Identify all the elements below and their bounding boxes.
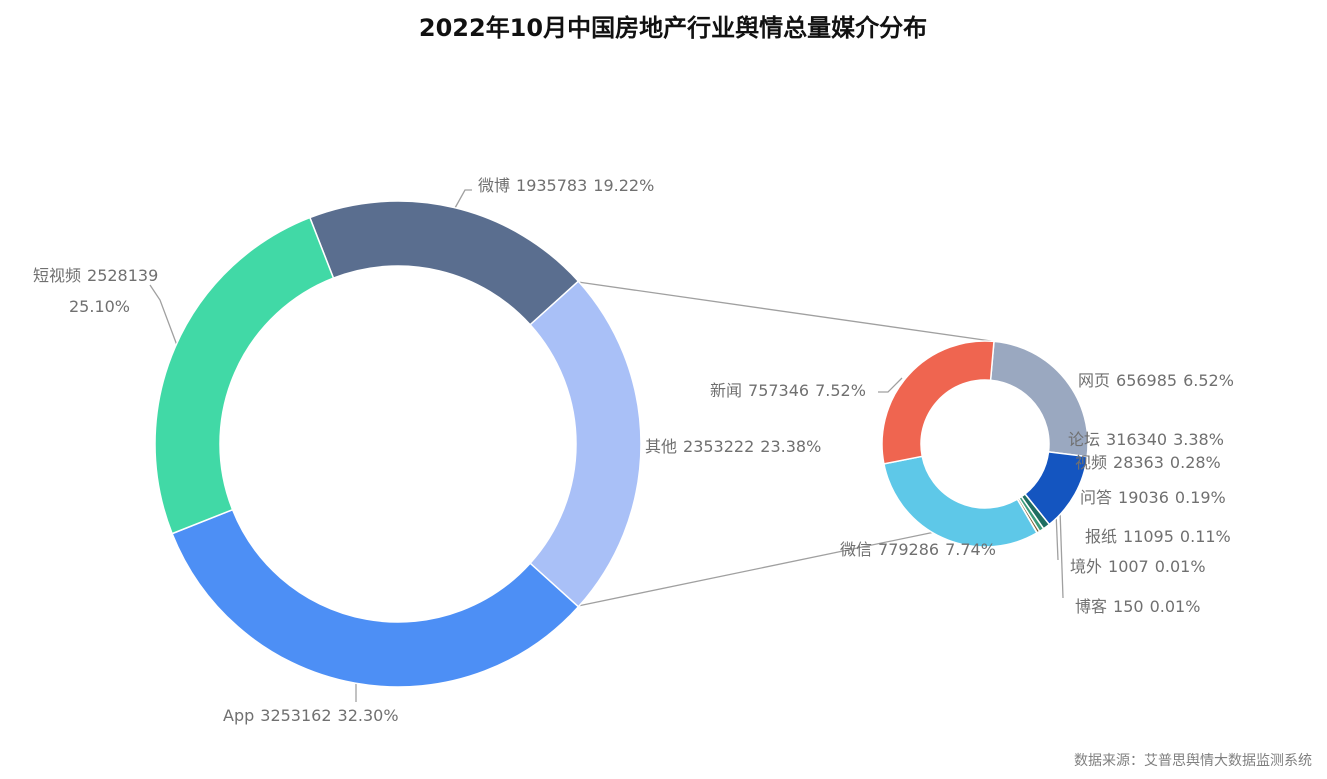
label-value: 3253162 bbox=[260, 706, 331, 725]
label-name: 视频 bbox=[1075, 453, 1107, 472]
label-name: 网页 bbox=[1078, 371, 1110, 390]
label-value: 11095 bbox=[1123, 527, 1174, 546]
data-label: 微博 1935783 19.22% bbox=[478, 176, 654, 195]
data-label: 其他 2353222 23.38% bbox=[645, 437, 821, 456]
leader bbox=[878, 377, 903, 393]
slice bbox=[883, 455, 1038, 548]
label-name: 论坛 bbox=[1068, 430, 1100, 449]
label-percent: 0.19% bbox=[1175, 488, 1226, 507]
label-value: 2528139 bbox=[87, 266, 158, 285]
slice bbox=[308, 200, 580, 326]
label-percent: 6.52% bbox=[1183, 371, 1234, 390]
label-value: 2353222 bbox=[683, 437, 754, 456]
label-name: 问答 bbox=[1080, 488, 1112, 507]
data-label: 报纸 11095 0.11% bbox=[1085, 527, 1231, 546]
source-note: 数据来源：艾普思舆情大数据监测系统 bbox=[1074, 753, 1312, 769]
data-label: 视频 28363 0.28% bbox=[1075, 453, 1221, 472]
label-percent: 0.11% bbox=[1180, 527, 1231, 546]
label-value: 28363 bbox=[1113, 453, 1164, 472]
connector bbox=[577, 281, 999, 343]
doughnut bbox=[881, 340, 1089, 548]
data-label: 微信 779286 7.74% bbox=[840, 540, 996, 559]
label-percent: 25.10% bbox=[69, 297, 130, 316]
label-value: 150 bbox=[1113, 597, 1144, 616]
data-label: 论坛 316340 3.38% bbox=[1068, 430, 1224, 449]
label-name: 微博 bbox=[478, 176, 510, 195]
label-value: 316340 bbox=[1106, 430, 1167, 449]
label-name: 短视频 bbox=[33, 266, 81, 285]
label-value: 1935783 bbox=[516, 176, 587, 195]
label-name: 新闻 bbox=[710, 381, 742, 400]
label-percent: 0.28% bbox=[1170, 453, 1221, 472]
label-percent: 7.74% bbox=[945, 540, 996, 559]
leader bbox=[1055, 511, 1059, 561]
chart-title: 2022年10月中国房地产行业舆情总量媒介分布 bbox=[419, 14, 927, 42]
leader bbox=[149, 284, 179, 349]
label-percent: 3.38% bbox=[1173, 430, 1224, 449]
label-value: 1007 bbox=[1108, 557, 1149, 576]
slice bbox=[171, 508, 580, 688]
leader bbox=[454, 189, 472, 209]
label-value: 19036 bbox=[1118, 488, 1169, 507]
label-name: 报纸 bbox=[1085, 527, 1117, 546]
data-label: 博客 150 0.01% bbox=[1075, 597, 1200, 616]
data-label: 境外 1007 0.01% bbox=[1070, 557, 1206, 576]
label-percent: 0.01% bbox=[1155, 557, 1206, 576]
leader bbox=[1059, 509, 1064, 599]
label-percent: 23.38% bbox=[760, 437, 821, 456]
label-percent: 32.30% bbox=[338, 706, 399, 725]
label-name: App bbox=[223, 706, 254, 725]
data-label: 短视频 2528139 25.10% bbox=[33, 266, 158, 316]
data-label: 问答 19036 0.19% bbox=[1080, 488, 1226, 507]
label-name: 微信 bbox=[840, 540, 872, 559]
label-percent: 0.01% bbox=[1150, 597, 1201, 616]
label-name: 博客 bbox=[1075, 597, 1107, 616]
label-percent: 7.52% bbox=[815, 381, 866, 400]
slice bbox=[881, 340, 995, 465]
label-value: 757346 bbox=[748, 381, 809, 400]
data-label: App 3253162 32.30% bbox=[223, 706, 399, 725]
data-label: 网页 656985 6.52% bbox=[1078, 371, 1234, 390]
doughnut bbox=[154, 200, 642, 688]
data-label: 新闻 757346 7.52% bbox=[710, 381, 866, 400]
slice bbox=[529, 280, 642, 608]
label-value: 656985 bbox=[1116, 371, 1177, 390]
label-percent: 19.22% bbox=[593, 176, 654, 195]
label-name: 境外 bbox=[1070, 557, 1102, 576]
slice bbox=[154, 216, 335, 535]
label-value: 779286 bbox=[878, 540, 939, 559]
label-name: 其他 bbox=[645, 437, 677, 456]
